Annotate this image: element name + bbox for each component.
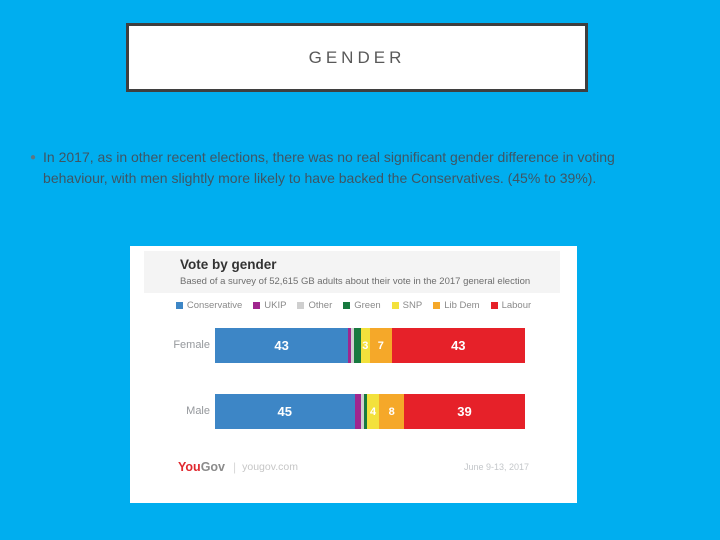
bar-segment (354, 328, 361, 363)
segment-value-label: 43 (274, 338, 289, 353)
bar-row: Male 45 4 8 39 (130, 394, 577, 429)
legend-item: Lib Dem (433, 300, 480, 311)
bar-segment: 4 (366, 394, 380, 429)
legend-swatch-icon (253, 302, 261, 309)
bar-segment: 8 (379, 394, 405, 429)
yougov-logo-gov: Gov (200, 460, 225, 474)
bar-row: Female 43 3 7 43 (130, 328, 577, 363)
slide-title-box: GENDER (126, 23, 588, 92)
segment-value-label: 4 (370, 405, 377, 418)
legend-swatch-icon (343, 302, 351, 309)
legend-swatch-icon (433, 302, 441, 309)
bullet-paragraph: ● In 2017, as in other recent elections,… (30, 147, 670, 189)
legend-label: Green (354, 300, 381, 311)
segment-value-label: 3 (362, 339, 369, 352)
bar-segment (354, 394, 361, 429)
bar-segment: 39 (404, 394, 525, 429)
legend-item: Green (343, 300, 381, 311)
category-label: Male (186, 405, 210, 417)
chart-date: June 9-13, 2017 (463, 462, 529, 472)
legend-swatch-icon (490, 302, 498, 309)
footer-divider: | (233, 460, 237, 474)
legend-item: Other (297, 300, 332, 311)
vote-by-gender-chart: Vote by gender Based of a survey of 52,6… (130, 246, 577, 503)
legend-label: Conservative (186, 300, 243, 311)
bar-segment (351, 328, 355, 363)
slide-title: GENDER (308, 47, 406, 67)
chart-legend: Conservative UKIP Other Green SNP Lib Dem Labo… (130, 300, 577, 311)
segment-value-label: 8 (388, 405, 395, 418)
legend-swatch-icon (391, 302, 399, 309)
legend-item: Labour (490, 300, 532, 311)
bar-segment (363, 394, 367, 429)
bar-segment: 7 (369, 328, 392, 363)
bar-track: 43 3 7 43 (215, 328, 525, 363)
legend-label: Lib Dem (444, 300, 480, 311)
chart-subtitle: Based of a survey of 52,615 GB adults ab… (180, 276, 531, 287)
segment-value-label: 39 (457, 404, 472, 419)
category-label: Female (173, 339, 210, 351)
bullet-text: In 2017, as in other recent elections, t… (43, 149, 615, 186)
yougov-logo-you: You (178, 460, 201, 474)
bar-segment: 43 (391, 328, 525, 363)
bar-segment: 3 (360, 328, 370, 363)
legend-label: SNP (402, 300, 423, 311)
segment-value-label: 7 (377, 339, 384, 352)
segment-value-label: 45 (277, 404, 292, 419)
yougov-website: yougov.com (242, 461, 298, 473)
bar-segment: 43 (215, 328, 349, 363)
segment-value-label: 43 (451, 338, 466, 353)
chart-footer: YouGov | yougov.com June 9-13, 2017 (178, 458, 529, 476)
bar-track: 45 4 8 39 (215, 394, 525, 429)
chart-title: Vote by gender (180, 257, 277, 272)
chart-header: Vote by gender Based of a survey of 52,6… (144, 251, 560, 293)
bar-segment (348, 328, 352, 363)
legend-item: SNP (391, 300, 423, 311)
yougov-logo: YouGov (178, 460, 225, 474)
legend-item: UKIP (253, 300, 286, 311)
bar-segment (360, 394, 364, 429)
legend-label: Other (308, 300, 333, 311)
legend-label: Labour (501, 300, 532, 311)
bullet-icon: ● (30, 152, 37, 163)
legend-swatch-icon (297, 302, 305, 309)
bar-segment: 45 (215, 394, 355, 429)
legend-label: UKIP (264, 300, 287, 311)
legend-item: Conservative (175, 300, 243, 311)
legend-swatch-icon (175, 302, 183, 309)
